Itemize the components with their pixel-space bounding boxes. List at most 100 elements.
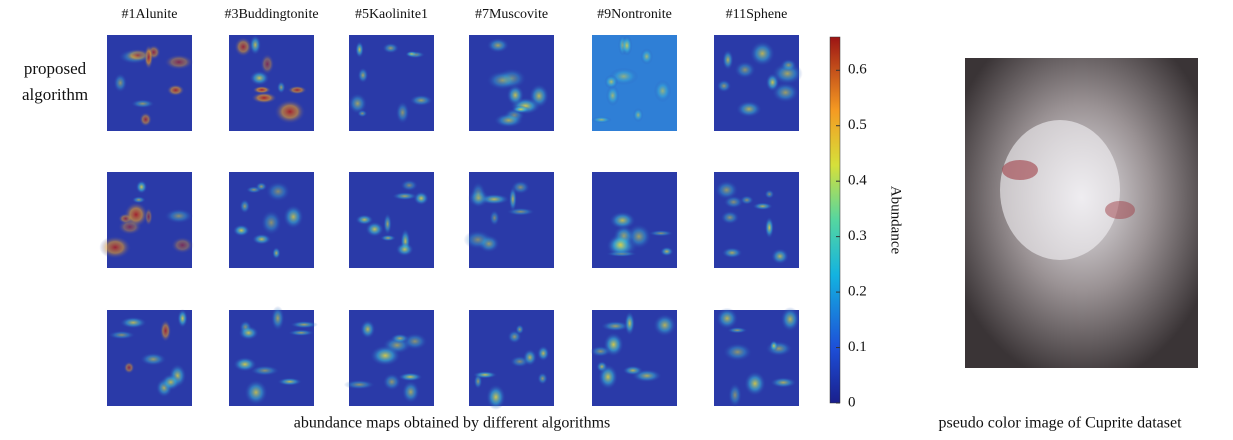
map-texture [463,230,492,249]
map-texture [234,37,252,57]
map-texture [722,247,743,258]
map-texture [238,326,258,340]
map-texture [277,378,302,386]
map-texture [523,349,537,366]
map-texture [160,320,171,342]
map-texture [355,41,364,58]
map-texture [99,236,131,259]
map-texture [781,307,800,332]
map-texture [161,374,180,391]
map-texture [598,364,618,389]
column-header: #1Alunite [122,7,178,22]
map-texture [271,306,284,331]
map-texture [537,372,547,384]
map-texture [171,237,194,254]
column-header: #3Buddingtonite [224,7,318,22]
map-texture [113,73,127,92]
map-texture [624,311,634,335]
map-texture [515,324,524,334]
map-texture [272,247,280,259]
map-texture [750,41,775,66]
colorbar-tick-label: 0.4 [848,173,867,189]
map-texture [357,110,367,117]
map-texture [167,84,185,96]
column-header: #5Kaolinite1 [355,7,428,22]
colorbar-tick-label: 0 [848,394,856,410]
map-texture [244,380,267,405]
map-texture [604,75,618,89]
map-texture [261,210,282,235]
map-texture [120,317,147,329]
map-texture [277,81,286,93]
map-texture [728,383,742,407]
map-texture [487,38,509,53]
map-texture [177,309,187,328]
map-texture [473,371,497,378]
map-texture [124,362,135,374]
map-texture [164,54,193,69]
map-texture [507,208,535,216]
map-texture [468,189,490,207]
map-texture [380,235,396,242]
map-texture [382,43,399,54]
colorbar [830,37,840,403]
map-texture [233,357,256,372]
map-texture [494,113,523,127]
map-texture [108,331,135,340]
map-texture [139,112,152,126]
map-texture [358,67,369,83]
map-texture [770,340,778,351]
map-texture [249,35,261,55]
map-texture [402,381,420,403]
map-texture [164,209,193,224]
column-header: #7Muscovite [475,7,548,22]
map-texture [591,116,611,123]
map-texture [771,248,789,264]
map-texture [125,49,152,62]
map-texture [633,108,644,122]
map-texture [727,327,747,333]
map-texture [621,35,632,56]
map-texture [124,202,148,227]
map-texture [486,384,505,410]
map-texture [734,61,755,78]
map-texture [607,233,633,256]
map-texture [260,54,274,75]
map-texture [722,50,733,70]
map-texture [744,371,766,396]
map-texture [136,180,147,194]
map-texture [537,346,549,362]
map-texture [590,346,611,357]
map-texture [487,71,519,90]
map-texture [780,59,796,71]
map-texture [256,182,267,191]
map-texture [414,191,429,205]
caption: abundance maps obtained by different alg… [294,415,611,432]
map-texture [288,330,314,336]
map-texture [396,101,410,124]
map-texture [355,214,373,224]
map-texture [383,213,391,235]
colorbar-tick-label: 0.3 [848,228,867,244]
map-texture [410,95,433,106]
map-texture [654,80,671,103]
colorbar-tick-label: 0.1 [848,339,867,355]
map-texture [131,99,155,108]
map-grid [99,35,802,410]
image-texture [1105,201,1135,219]
map-texture [252,234,271,245]
map-texture [753,202,773,210]
map-texture [770,377,796,388]
map-texture [772,82,799,102]
map-texture [253,86,272,94]
map-texture [274,99,305,124]
map-texture [715,180,738,199]
map-texture [400,179,418,191]
map-texture [344,380,375,390]
colorbar-tick-label: 0.5 [848,117,867,133]
map-texture [765,217,774,239]
map-texture [290,321,318,328]
map-texture [233,224,250,236]
map-texture [396,243,414,257]
